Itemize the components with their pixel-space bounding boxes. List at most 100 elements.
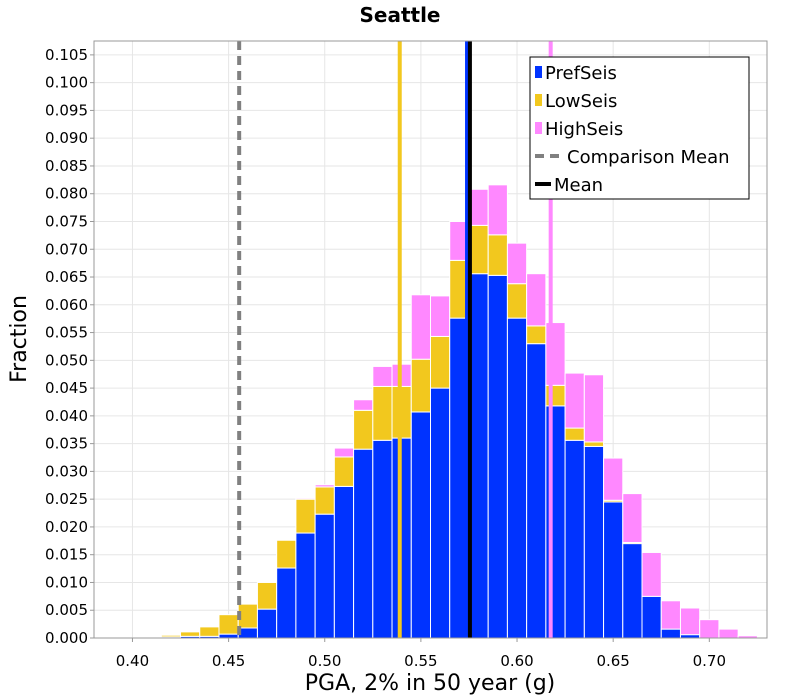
bar-lowseis [295, 498, 316, 534]
y-tick-label: 0.080 [45, 185, 88, 203]
bar-prefseis [372, 439, 393, 639]
y-tick-label: 0.065 [45, 268, 88, 286]
bar-highseis [333, 447, 355, 458]
bar-highseis [679, 607, 701, 636]
bar-lowseis [430, 335, 451, 389]
bar-lowseis [487, 234, 508, 276]
y-tick-label: 0.090 [45, 129, 88, 147]
bar-lowseis [141, 636, 162, 638]
bar-prefseis [276, 567, 297, 639]
x-tick-label: 0.65 [596, 652, 629, 670]
y-tick-label: 0.070 [45, 240, 88, 258]
x-tick-label: 0.40 [116, 652, 149, 670]
legend-swatch [535, 122, 542, 134]
y-tick-label: 0.075 [45, 212, 88, 230]
legend-label: LowSeis [545, 91, 617, 112]
bar-prefseis [295, 532, 316, 639]
bar-highseis [487, 184, 508, 236]
x-tick-label: 0.45 [212, 652, 245, 670]
bar-highseis [641, 551, 662, 597]
x-tick-label: 0.50 [308, 652, 341, 670]
bar-lowseis [160, 634, 182, 638]
bar-prefseis [333, 485, 355, 639]
legend: PrefSeis LowSeis HighSeis Comparison Mean Me… [529, 56, 750, 200]
bar-highseis [699, 619, 720, 639]
bar-prefseis [603, 501, 624, 639]
bar-highseis [295, 497, 316, 500]
x-axis-title: PGA, 2% in 50 year (g) [305, 671, 556, 696]
bar-lowseis [583, 441, 605, 447]
bar-highseis [603, 457, 624, 501]
bar-highseis [622, 493, 643, 543]
legend-label: Mean [554, 175, 603, 196]
bar-prefseis [218, 633, 239, 639]
bar-prefseis [353, 448, 374, 639]
y-tick-label: 0.085 [45, 157, 88, 175]
bar-prefseis [660, 628, 681, 639]
y-tick-label: 0.000 [45, 629, 88, 647]
y-tick-label: 0.055 [45, 324, 88, 342]
bar-lowseis [256, 581, 278, 610]
bar-prefseis [314, 513, 335, 639]
bar-lowseis [353, 409, 374, 450]
bar-lowseis [526, 325, 547, 345]
x-tick-label: 0.70 [693, 652, 726, 670]
y-tick-label: 0.005 [45, 601, 88, 619]
bar-prefseis [256, 608, 278, 639]
bar-highseis [564, 372, 585, 429]
bar-prefseis [430, 387, 451, 639]
bar-prefseis [526, 343, 547, 639]
y-tick-label: 0.105 [45, 46, 88, 64]
legend-label: PrefSeis [545, 63, 617, 84]
y-tick-label: 0.030 [45, 462, 88, 480]
legend-label: HighSeis [545, 119, 623, 140]
bar-highseis [660, 600, 681, 630]
legend-swatch [535, 66, 542, 78]
y-axis-title: Fraction [7, 295, 32, 383]
bar-lowseis [199, 626, 220, 637]
bar-prefseis [487, 274, 508, 639]
y-tick-label: 0.025 [45, 490, 88, 508]
bar-highseis [314, 484, 335, 488]
y-tick-label: 0.020 [45, 518, 88, 536]
bar-prefseis [622, 543, 643, 639]
bars [141, 184, 758, 639]
bar-lowseis [276, 539, 297, 569]
legend-swatch [535, 94, 542, 106]
bar-lowseis [333, 456, 355, 487]
plot-frame [93, 40, 768, 639]
y-axis-ticks: 0.000 0.005 0.010 0.015 0.020 0.025 0.030 0.035… [45, 46, 94, 647]
y-tick-label: 0.050 [45, 351, 88, 369]
bar-lowseis [372, 385, 393, 441]
bar-lowseis [564, 427, 585, 441]
x-tick-label: 0.55 [404, 652, 437, 670]
y-tick-label: 0.095 [45, 101, 88, 119]
bar-prefseis [641, 595, 662, 639]
bar-lowseis [314, 486, 335, 515]
bar-prefseis [564, 439, 585, 639]
bar-highseis [353, 399, 374, 411]
y-tick-label: 0.035 [45, 435, 88, 453]
mean-lines [237, 41, 553, 638]
bar-prefseis [583, 445, 605, 639]
bar-highseis [430, 295, 451, 337]
y-tick-label: 0.040 [45, 407, 88, 425]
bar-lowseis [218, 614, 239, 635]
bar-highseis [526, 273, 547, 327]
y-tick-label: 0.010 [45, 573, 88, 591]
y-tick-label: 0.100 [45, 74, 88, 92]
y-tick-label: 0.015 [45, 546, 88, 564]
bar-highseis [718, 628, 739, 639]
x-tick-label: 0.60 [500, 652, 533, 670]
legend-box [529, 56, 750, 200]
y-tick-label: 0.045 [45, 379, 88, 397]
bar-highseis [372, 365, 393, 387]
legend-label: Comparison Mean [567, 147, 730, 168]
chart-title: Seattle [359, 3, 440, 27]
bar-highseis [410, 294, 431, 360]
bar-lowseis [410, 358, 431, 413]
bar-prefseis [506, 317, 528, 639]
x-axis-ticks: 0.40 0.45 0.50 0.55 0.60 0.65 0.70 [116, 638, 726, 670]
bar-highseis [506, 242, 528, 285]
